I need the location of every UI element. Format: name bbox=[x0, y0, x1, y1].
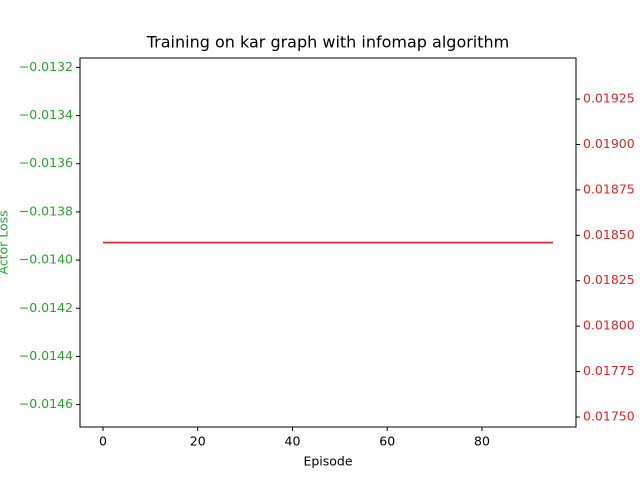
y2-tick-label: 0.01875 bbox=[583, 181, 635, 196]
plot-frame bbox=[79, 57, 577, 428]
y-axis-label: Actor Loss bbox=[0, 210, 11, 274]
x-tick-label: 40 bbox=[285, 434, 301, 449]
x-axis-label: Episode bbox=[303, 454, 352, 469]
y2-tick-label: 0.01775 bbox=[583, 363, 635, 378]
y-tick-label: −0.0132 bbox=[19, 59, 73, 74]
y2-tick-label: 0.01900 bbox=[583, 136, 635, 151]
y2-tick-label: 0.01825 bbox=[583, 272, 635, 287]
y2-tick-label: 0.01750 bbox=[583, 409, 635, 424]
y-tick-label: −0.0142 bbox=[19, 300, 73, 315]
y2-tick-label: 0.01850 bbox=[583, 227, 635, 242]
chart-title: Training on kar graph with infomap algor… bbox=[146, 33, 510, 52]
y-tick-label: −0.0136 bbox=[19, 155, 73, 170]
y-tick-label: −0.0140 bbox=[19, 252, 73, 267]
x-tick-label: 0 bbox=[99, 434, 107, 449]
y-tick-label: −0.0134 bbox=[19, 107, 73, 122]
y-tick-label: −0.0146 bbox=[19, 396, 73, 411]
x-tick-label: 60 bbox=[379, 434, 395, 449]
y-tick-label: −0.0138 bbox=[19, 203, 73, 218]
y-tick-label: −0.0144 bbox=[19, 348, 73, 363]
y2-tick-label: 0.01925 bbox=[583, 91, 635, 106]
x-tick-label: 80 bbox=[474, 434, 490, 449]
y2-tick-label: 0.01800 bbox=[583, 318, 635, 333]
x-tick-label: 20 bbox=[190, 434, 206, 449]
